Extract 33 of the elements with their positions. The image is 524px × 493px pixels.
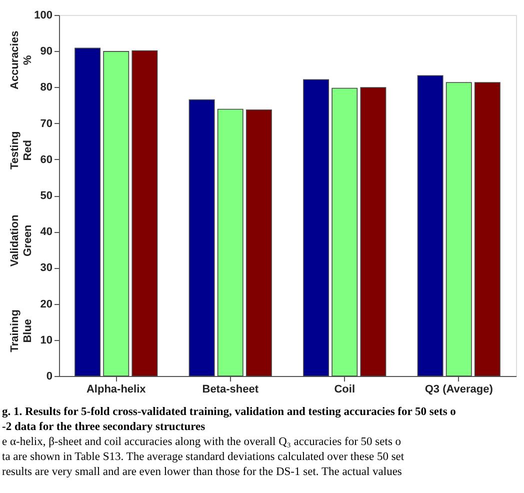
y-tick-label: 20: [40, 298, 52, 310]
bar: [246, 110, 272, 376]
bar: [332, 88, 358, 376]
text: -2 data for the three secondary structures: [2, 421, 206, 433]
y-tick-label: 0: [46, 370, 52, 382]
text: Training Blue Validation Green Testing Red Accuracies %: [9, 30, 34, 352]
y-tick-label: 100: [34, 10, 52, 22]
y-tick-label: 60: [40, 154, 52, 166]
bar: [217, 108, 244, 376]
y-tick-label: 10: [40, 334, 52, 346]
x-tick-label: Q3 (Average): [424, 384, 494, 396]
y-tick-label: 50: [40, 190, 52, 202]
y-tick-label: 70: [40, 118, 52, 130]
bar: [188, 99, 215, 376]
x-tick-label: Alpha-helix: [86, 384, 147, 396]
x-tick-label: Beta-sheet: [202, 384, 259, 396]
bar: [417, 75, 444, 376]
x-tick-label: Coil: [334, 384, 356, 396]
y-tick-label: 30: [40, 262, 52, 274]
bar: [474, 82, 500, 376]
bar: [103, 51, 130, 376]
bar: [132, 50, 158, 376]
bar: [74, 48, 101, 376]
text: g. 1. Results for 5-fold cross-validated training, validation and testing accuracies for 50 sets o: [2, 406, 456, 418]
text: e α-helix, β-sheet and coil accuracies along with the overall Q₃ accuracies for 50 sets o: [2, 436, 402, 448]
bar: [360, 87, 386, 376]
bar: [303, 79, 330, 376]
text: ta are shown in Table S13. The average standard deviations calculated over these 50 set: [2, 451, 405, 463]
y-tick-label: 80: [40, 82, 52, 94]
y-tick-label: 40: [40, 226, 52, 238]
y-tick-label: 90: [40, 46, 52, 58]
bar: [446, 82, 472, 376]
text: results are very small and are even lower than those for the DS-1 set. The actual values: [2, 466, 402, 478]
